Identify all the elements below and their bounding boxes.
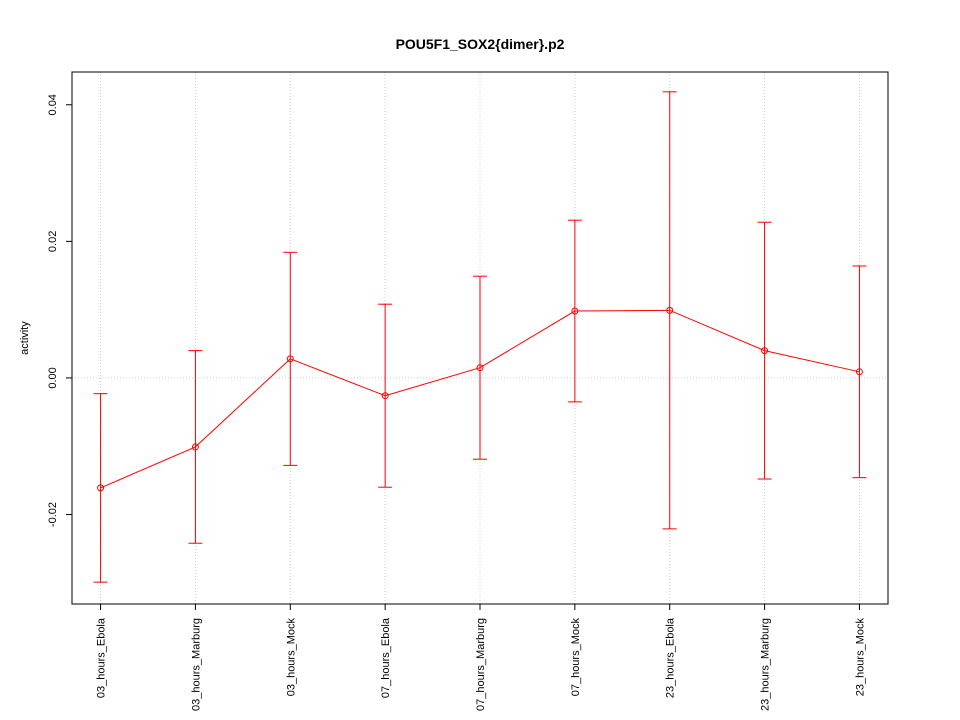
point: [855, 368, 863, 376]
y-axis-label: activity: [19, 321, 31, 355]
x-tick-label: 07_hours_Ebola: [380, 617, 392, 698]
point: [571, 307, 579, 315]
point: [191, 443, 199, 451]
point: [286, 355, 294, 363]
x-tick-label: 07_hours_Mock: [570, 618, 582, 697]
x-tick-label: 23_hours_Ebola: [665, 617, 677, 698]
point: [97, 484, 105, 492]
point: [381, 392, 389, 400]
x-tick-label: 23_hours_Mock: [854, 618, 866, 697]
x-tick-label: 07_hours_Marburg: [475, 618, 487, 711]
x-tick-label: 23_hours_Marburg: [760, 618, 772, 711]
x-tick-label: 03_hours_Mock: [285, 618, 297, 697]
point: [761, 347, 769, 355]
point: [476, 364, 484, 372]
y-tick-label: -0.02: [47, 502, 59, 527]
x-tick-label: 03_hours_Ebola: [96, 617, 108, 698]
y-tick-label: 0.02: [47, 231, 59, 252]
point: [666, 306, 674, 314]
y-tick-label: 0.00: [47, 367, 59, 388]
chart-title: POU5F1_SOX2{dimer}.p2: [396, 36, 565, 52]
x-tick-label: 03_hours_Marburg: [190, 618, 202, 711]
y-tick-label: 0.04: [47, 94, 59, 115]
